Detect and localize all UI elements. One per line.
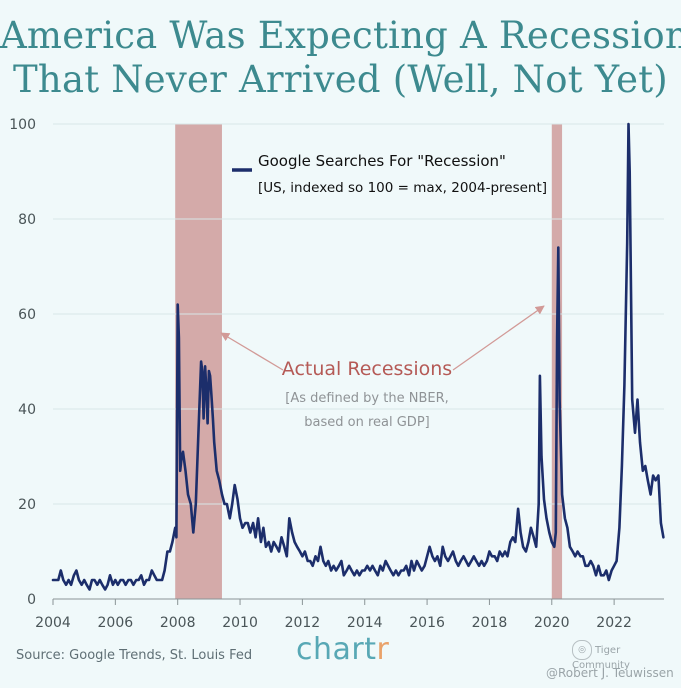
title-line-2: That Never Arrived (Well, Not Yet)	[13, 58, 668, 101]
legend-sublabel: [US, indexed so 100 = max, 2004-present]	[258, 180, 547, 196]
x-tick-label: 2022	[596, 615, 632, 631]
y-tick-label: 0	[27, 592, 36, 608]
x-tick-label: 2018	[472, 615, 508, 631]
annotation-label: Actual Recessions	[282, 358, 452, 380]
watermark-logo-text: Tiger Community	[572, 645, 630, 671]
series-line-recession-searches	[51, 122, 665, 591]
x-tick-label: 2006	[98, 615, 134, 631]
annotation-sub-1: [As defined by the NBER,	[285, 391, 449, 406]
y-tick-label: 60	[18, 307, 36, 323]
source-note: Source: Google Trends, St. Louis Fed	[16, 648, 253, 663]
axes: 0 20 40 60 80 100 2004 2006 2008 2010 2012 2014 2016…	[9, 117, 664, 631]
watermark-logo: ◎ Tiger Community	[572, 640, 681, 671]
recession-band-1	[175, 124, 222, 599]
series-group	[51, 122, 665, 591]
brand-accent: r	[376, 632, 390, 667]
brand-logo: chartr	[296, 632, 389, 667]
brand-main: chart	[296, 632, 377, 667]
community-icon: ◎	[572, 640, 592, 660]
title-line-1: America Was Expecting A Recession	[0, 14, 681, 57]
y-tick-label: 40	[18, 402, 36, 418]
y-tick-label: 80	[18, 212, 36, 228]
x-tick-label: 2014	[347, 615, 383, 631]
y-tick-label: 20	[18, 497, 36, 513]
x-tick-label: 2016	[409, 615, 445, 631]
y-tick-label: 100	[9, 117, 36, 133]
x-tick-label: 2010	[222, 615, 258, 631]
chart-title: America Was Expecting A Recession That N…	[0, 14, 681, 102]
x-tick-label: 2008	[160, 615, 196, 631]
x-tick-label: 2004	[35, 615, 71, 631]
legend-label: Google Searches For "Recession"	[258, 152, 506, 170]
annotation-arrow-2020	[452, 305, 545, 371]
annotation-sub-2: based on real GDP]	[304, 415, 429, 430]
annotation-arrow-2008	[220, 332, 284, 371]
x-tick-label: 2012	[285, 615, 321, 631]
x-tick-label: 2020	[534, 615, 570, 631]
watermark-credit: @Robert J. Teuwissen	[546, 666, 674, 680]
